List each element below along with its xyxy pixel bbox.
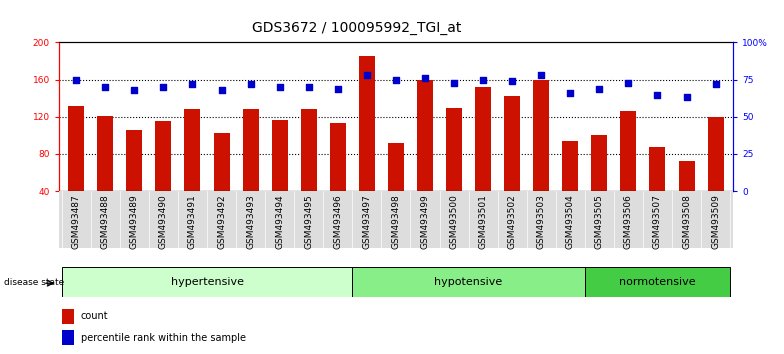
Point xyxy=(477,77,489,82)
Bar xyxy=(649,147,666,191)
Point xyxy=(361,72,373,78)
Point xyxy=(564,90,576,96)
Text: GSM493502: GSM493502 xyxy=(508,194,517,249)
Bar xyxy=(68,105,84,191)
Text: hypotensive: hypotensive xyxy=(434,277,503,287)
Text: GSM493498: GSM493498 xyxy=(391,194,401,249)
Text: disease state: disease state xyxy=(4,278,64,287)
Bar xyxy=(475,87,491,191)
Bar xyxy=(562,141,579,191)
Point xyxy=(157,84,169,90)
Bar xyxy=(242,109,259,191)
Point xyxy=(681,95,693,100)
Text: GSM493487: GSM493487 xyxy=(72,194,81,249)
Text: GSM493499: GSM493499 xyxy=(420,194,430,249)
Text: GSM493504: GSM493504 xyxy=(566,194,575,249)
Bar xyxy=(533,80,550,191)
Bar xyxy=(126,130,143,191)
Bar xyxy=(155,121,172,191)
Bar xyxy=(591,135,608,191)
Bar xyxy=(417,80,433,191)
Bar xyxy=(301,109,317,191)
Text: GSM493501: GSM493501 xyxy=(478,194,488,249)
Point xyxy=(622,80,635,85)
Text: normotensive: normotensive xyxy=(619,277,695,287)
Bar xyxy=(213,133,230,191)
Text: hypertensive: hypertensive xyxy=(170,277,244,287)
Point xyxy=(419,75,431,81)
Point xyxy=(390,77,402,82)
Bar xyxy=(62,267,352,297)
Text: GSM493506: GSM493506 xyxy=(624,194,633,249)
Bar xyxy=(352,267,585,297)
Bar xyxy=(272,120,288,191)
Bar xyxy=(678,161,695,191)
Point xyxy=(593,86,605,91)
Text: GSM493491: GSM493491 xyxy=(188,194,197,249)
Text: percentile rank within the sample: percentile rank within the sample xyxy=(81,332,245,343)
Text: GSM493495: GSM493495 xyxy=(304,194,314,249)
Point xyxy=(652,92,664,97)
Text: GSM493493: GSM493493 xyxy=(246,194,255,249)
Bar xyxy=(708,117,724,191)
Point xyxy=(303,84,315,90)
Text: GSM493489: GSM493489 xyxy=(130,194,139,249)
Bar xyxy=(388,143,404,191)
Text: GSM493490: GSM493490 xyxy=(159,194,168,249)
Text: GSM493496: GSM493496 xyxy=(333,194,343,249)
Point xyxy=(535,72,547,78)
Text: GSM493492: GSM493492 xyxy=(217,194,226,249)
Point xyxy=(448,80,460,85)
Bar xyxy=(504,96,520,191)
Point xyxy=(332,86,344,91)
Point xyxy=(506,78,518,84)
Bar xyxy=(97,116,114,191)
Point xyxy=(710,81,722,87)
Bar xyxy=(585,267,730,297)
Point xyxy=(274,84,286,90)
Point xyxy=(70,77,82,82)
Text: GSM493505: GSM493505 xyxy=(595,194,604,249)
Point xyxy=(187,81,199,87)
Bar xyxy=(62,309,74,324)
Point xyxy=(245,81,257,87)
Point xyxy=(216,87,228,93)
Bar xyxy=(446,108,462,191)
Bar xyxy=(62,330,74,345)
Text: count: count xyxy=(81,311,108,321)
Text: GSM493503: GSM493503 xyxy=(537,194,546,249)
Bar xyxy=(359,56,375,191)
Text: GSM493494: GSM493494 xyxy=(275,194,284,249)
Text: GSM493497: GSM493497 xyxy=(362,194,372,249)
Bar xyxy=(620,111,637,191)
Text: GDS3672 / 100095992_TGI_at: GDS3672 / 100095992_TGI_at xyxy=(252,21,462,35)
Text: GSM493507: GSM493507 xyxy=(653,194,662,249)
Text: GSM493488: GSM493488 xyxy=(101,194,110,249)
Text: GSM493509: GSM493509 xyxy=(711,194,720,249)
Text: GSM493500: GSM493500 xyxy=(449,194,459,249)
Point xyxy=(99,84,111,90)
Point xyxy=(128,87,140,93)
Bar xyxy=(330,123,346,191)
Text: GSM493508: GSM493508 xyxy=(682,194,691,249)
Bar xyxy=(184,109,201,191)
